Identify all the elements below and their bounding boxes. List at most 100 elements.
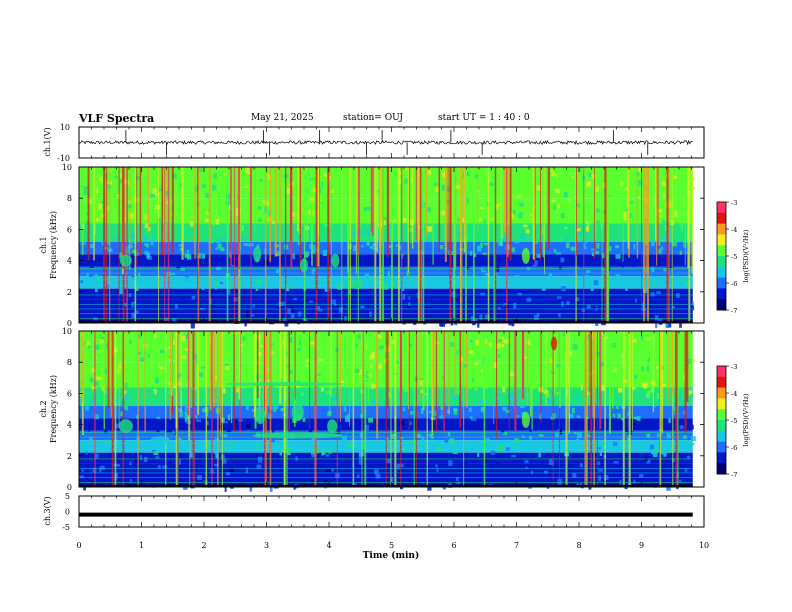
ch1-spec-noise-cell [293,304,297,309]
ch1-spec-noise-cell [256,279,262,285]
x-axis-label: Time (min) [363,550,420,561]
ch2-spec-noise-cell [632,387,636,390]
x-tick-label: 8 [576,541,581,550]
ch1-spec-noise-cell [615,274,620,278]
ch1-spec-noise-cell [555,188,561,193]
ch2-spec-noise-cell [555,391,560,395]
ch2-spec-noise-cell [371,335,375,340]
ch1-spec-noise-cell [660,246,664,250]
ch2-spec-noise-cell [177,399,181,403]
ch2-spec-noise-cell [343,400,349,404]
ch2-spec-sferic-streak [122,331,125,487]
ch2-spec-noise-cell [378,424,382,429]
ch1-spec-noise-cell [311,270,315,275]
colorbar-cell [717,427,726,430]
ch2-spec-noise-cell [538,380,542,387]
ch1-spec-noise-cell [114,175,118,179]
ch1-spec-noise-cell [105,284,110,288]
colorbar-label: log(PSD)(V²/Hz) [742,229,750,282]
ch1-spec-noise-cell [529,213,533,217]
ch1-spec-noise-cell [197,234,203,239]
ch1-spec-noise-cell [462,281,467,287]
ch2-spec-noise-cell [439,415,444,419]
ch1-spec-noise-cell [637,180,643,186]
ch1-spec-noise-cell [306,203,311,210]
ch2-spec-noise-cell [498,338,503,343]
ch1-spec-noise-cell [332,171,335,177]
ch2-spec-noise-cell [99,349,103,354]
ch1-spec-noise-cell [613,293,618,299]
ch1-spec-noise-cell [491,188,494,192]
ch3-y-ticks: 50-5 [62,492,70,532]
ch1-spec-noise-cell [244,322,247,327]
ch2-spec-noise-cell [415,453,419,457]
ch3-y-tick-label: 5 [65,492,70,501]
ch2-spec-noise-cell [402,446,405,452]
ch2-spec-noise-cell [420,389,424,393]
ch2-spec-noise-cell [679,331,684,337]
ch1-spec-noise-cell [275,252,279,257]
ch1-spec-noise-cell [395,244,399,247]
ch2-spec-noise-cell [420,408,424,414]
ch1-spec-noise-cell [220,201,224,207]
ch2-spec-sferic-streak [309,331,311,430]
ch1-spec-noise-cell [126,198,131,202]
ch1-spec-noise-cell [571,175,575,179]
ch1-spec-noise-cell [461,218,467,223]
colorbar-cell [717,438,726,441]
ch2-spec-noise-cell [624,426,629,432]
ch1-spec-noise-cell [427,226,433,232]
ch1-spec-noise-cell [586,181,592,187]
ch2-spec-sferic-streak [672,331,674,487]
ch2-spec-noise-cell [468,407,472,413]
ch1-spec-noise-cell [630,208,633,215]
ch1-spec-noise-cell [576,203,581,208]
colorbar-cell [717,238,726,241]
ch1-spec-noise-cell [634,254,638,261]
ch1-spec-noise-cell [290,212,296,217]
ch1-spec-noise-cell [320,198,325,203]
ch2-spec-noise-cell [408,440,413,445]
ch1-spec-sferic-streak [226,167,229,323]
ch2-spec-noise-cell [409,343,413,347]
colorbar-tick-label: -4 [731,226,737,234]
ch1-spec-noise-cell [224,233,229,236]
ch2-spec-noise-cell [505,467,509,473]
ch2-spec-sferic-streak [552,331,554,487]
ch2-spec-noise-cell [656,366,660,369]
ch2-spec-noise-cell [378,400,383,404]
ch1-spec-noise-cell [389,170,392,174]
ch2-spec-noise-cell [88,426,91,432]
ch1-spec-noise-cell [667,322,672,328]
ch1-spec-noise-cell [347,243,352,250]
ch2-spec-noise-cell [258,396,263,399]
colorbar-cell [717,434,726,437]
ch1-spec-freq-band [79,167,693,199]
ch1-spec-noise-cell [309,300,314,303]
ch1-spec-noise-cell [131,301,137,304]
ch1-spec-noise-cell [229,283,232,290]
ch2-spec-emission [252,432,343,439]
ch2-spec-noise-cell [301,392,304,396]
ch1-spec-sferic-streak [274,167,277,257]
ch1-spec-noise-cell [131,302,134,308]
ch2-spec-noise-cell [406,466,409,471]
ch2-spec-noise-cell [198,419,201,423]
ch2-spec-noise-cell [524,460,529,464]
ch1-spec-noise-cell [439,245,444,250]
ch2-spec-noise-cell [577,398,581,402]
ch1-spec-noise-cell [150,193,155,198]
ch1-spec-sferic-streak [386,167,390,257]
ch1-spec-noise-cell [637,196,641,199]
colorbar-cell [717,281,726,284]
colorbar-cell [717,232,726,235]
colorbar-cell [717,248,726,252]
ch1-spec-sferic-streak [509,167,512,261]
ch2-spec-y-tick-label: 10 [62,327,72,336]
colorbar-cell [717,272,726,275]
ch2-spec-noise-cell [294,453,300,457]
ch2-spec-noise-cell [645,425,649,431]
ch1-spec-noise-cell [149,187,154,190]
ch2-spec-noise-cell [266,379,271,383]
